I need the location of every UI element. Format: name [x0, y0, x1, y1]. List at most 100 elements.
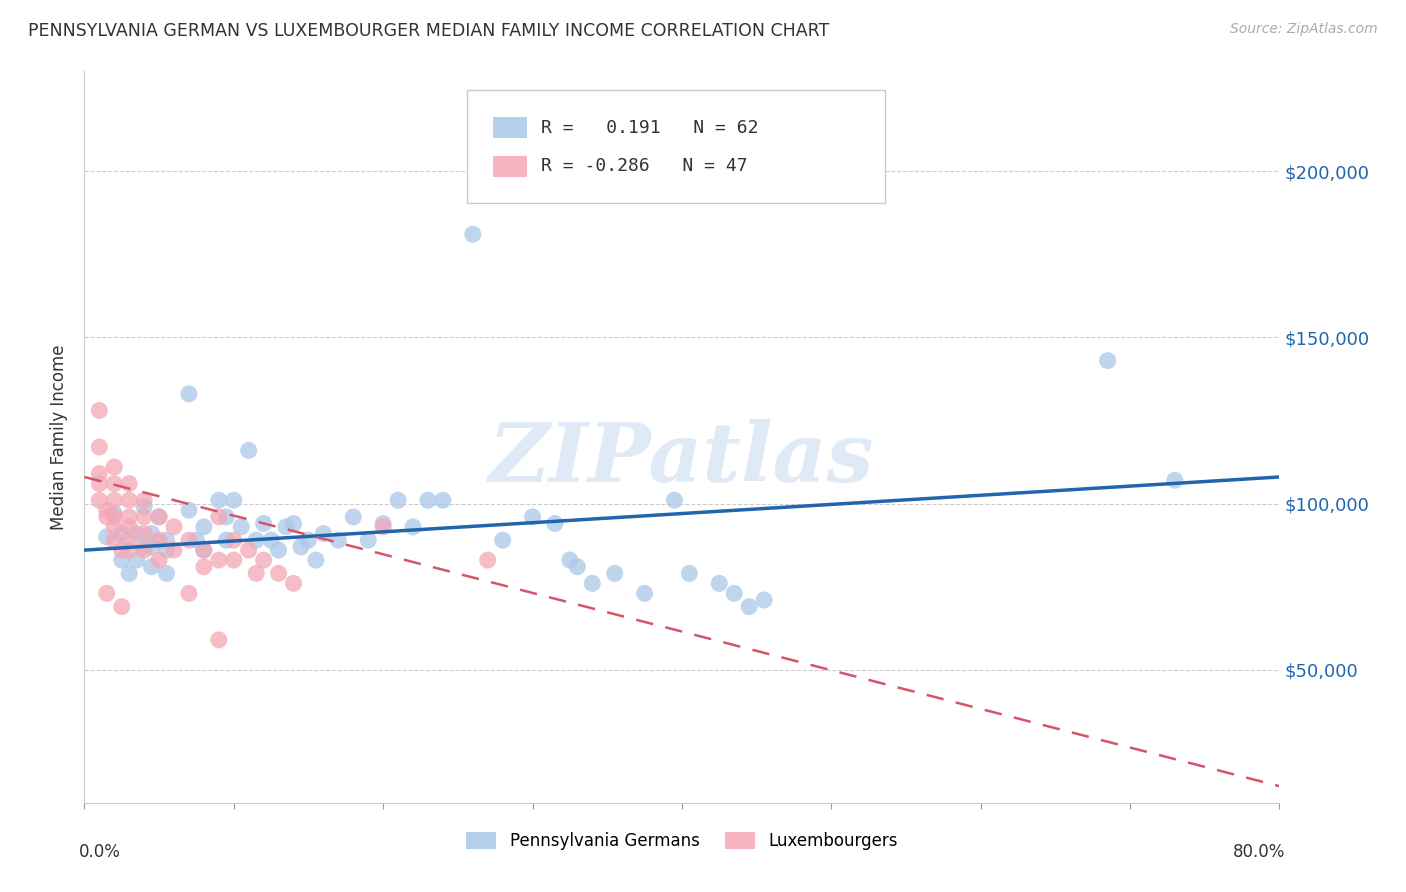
Point: [738, 599, 761, 614]
Point: [132, 509, 156, 524]
Point: [111, 599, 134, 614]
Point: [111, 526, 134, 541]
Point: [253, 516, 276, 531]
Point: [125, 553, 148, 567]
Point: [118, 476, 141, 491]
Point: [103, 507, 125, 521]
Point: [163, 543, 186, 558]
Point: [709, 576, 731, 591]
Point: [664, 493, 686, 508]
Point: [208, 509, 231, 524]
Point: [1097, 353, 1119, 368]
Point: [461, 227, 484, 242]
Point: [312, 526, 335, 541]
Text: Source: ZipAtlas.com: Source: ZipAtlas.com: [1230, 22, 1378, 37]
Legend: Pennsylvania Germans, Luxembourgers: Pennsylvania Germans, Luxembourgers: [460, 825, 904, 856]
Point: [290, 540, 312, 554]
Point: [177, 503, 200, 517]
Point: [477, 553, 499, 567]
Point: [752, 593, 775, 607]
Point: [1164, 473, 1187, 487]
Point: [148, 509, 170, 524]
Point: [89, 403, 111, 417]
Point: [186, 533, 208, 548]
Bar: [494, 118, 527, 138]
Point: [603, 566, 626, 581]
Point: [103, 460, 125, 475]
Point: [342, 509, 364, 524]
Point: [111, 553, 134, 567]
Point: [231, 520, 253, 534]
Point: [111, 543, 134, 558]
Point: [193, 543, 215, 558]
Point: [193, 543, 215, 558]
Point: [118, 493, 141, 508]
Point: [193, 520, 215, 534]
Point: [215, 533, 238, 548]
Point: [132, 543, 156, 558]
Point: [274, 520, 297, 534]
Point: [118, 566, 141, 581]
Point: [155, 543, 177, 558]
Bar: [494, 156, 527, 177]
Point: [357, 533, 380, 548]
Point: [544, 516, 567, 531]
Point: [678, 566, 700, 581]
Point: [581, 576, 603, 591]
Point: [125, 526, 148, 541]
Point: [387, 493, 409, 508]
Point: [155, 566, 177, 581]
Point: [177, 586, 200, 600]
Point: [283, 516, 305, 531]
Point: [96, 530, 118, 544]
Point: [567, 559, 589, 574]
Point: [89, 476, 111, 491]
Point: [215, 509, 238, 524]
Point: [328, 533, 350, 548]
Point: [103, 520, 125, 534]
Point: [155, 533, 177, 548]
Point: [89, 467, 111, 481]
Y-axis label: Median Family Income: Median Family Income: [51, 344, 69, 530]
Text: R =   0.191   N = 62: R = 0.191 N = 62: [541, 119, 758, 136]
Point: [193, 559, 215, 574]
Point: [222, 493, 245, 508]
Point: [103, 509, 125, 524]
Point: [89, 440, 111, 454]
FancyBboxPatch shape: [467, 90, 886, 203]
Point: [222, 533, 245, 548]
Point: [222, 553, 245, 567]
Text: 0.0%: 0.0%: [79, 843, 121, 861]
Point: [723, 586, 745, 600]
Point: [103, 533, 125, 548]
Point: [163, 520, 186, 534]
Point: [177, 387, 200, 401]
Point: [132, 493, 156, 508]
Point: [492, 533, 515, 548]
Text: R = -0.286   N = 47: R = -0.286 N = 47: [541, 158, 748, 176]
Point: [148, 533, 170, 548]
Point: [177, 533, 200, 548]
Point: [245, 566, 267, 581]
Point: [402, 520, 425, 534]
Point: [96, 509, 118, 524]
Point: [416, 493, 439, 508]
Point: [118, 533, 141, 548]
Point: [132, 540, 156, 554]
Point: [96, 503, 118, 517]
Point: [522, 509, 544, 524]
Text: ZIPatlas: ZIPatlas: [489, 419, 875, 499]
Point: [238, 543, 260, 558]
Point: [141, 526, 163, 541]
Point: [208, 553, 231, 567]
Point: [96, 586, 118, 600]
Point: [118, 509, 141, 524]
Point: [103, 476, 125, 491]
Point: [148, 509, 170, 524]
Point: [132, 500, 156, 514]
Point: [141, 540, 163, 554]
Point: [103, 493, 125, 508]
Text: PENNSYLVANIA GERMAN VS LUXEMBOURGER MEDIAN FAMILY INCOME CORRELATION CHART: PENNSYLVANIA GERMAN VS LUXEMBOURGER MEDI…: [28, 22, 830, 40]
Point: [118, 543, 141, 558]
Point: [432, 493, 454, 508]
